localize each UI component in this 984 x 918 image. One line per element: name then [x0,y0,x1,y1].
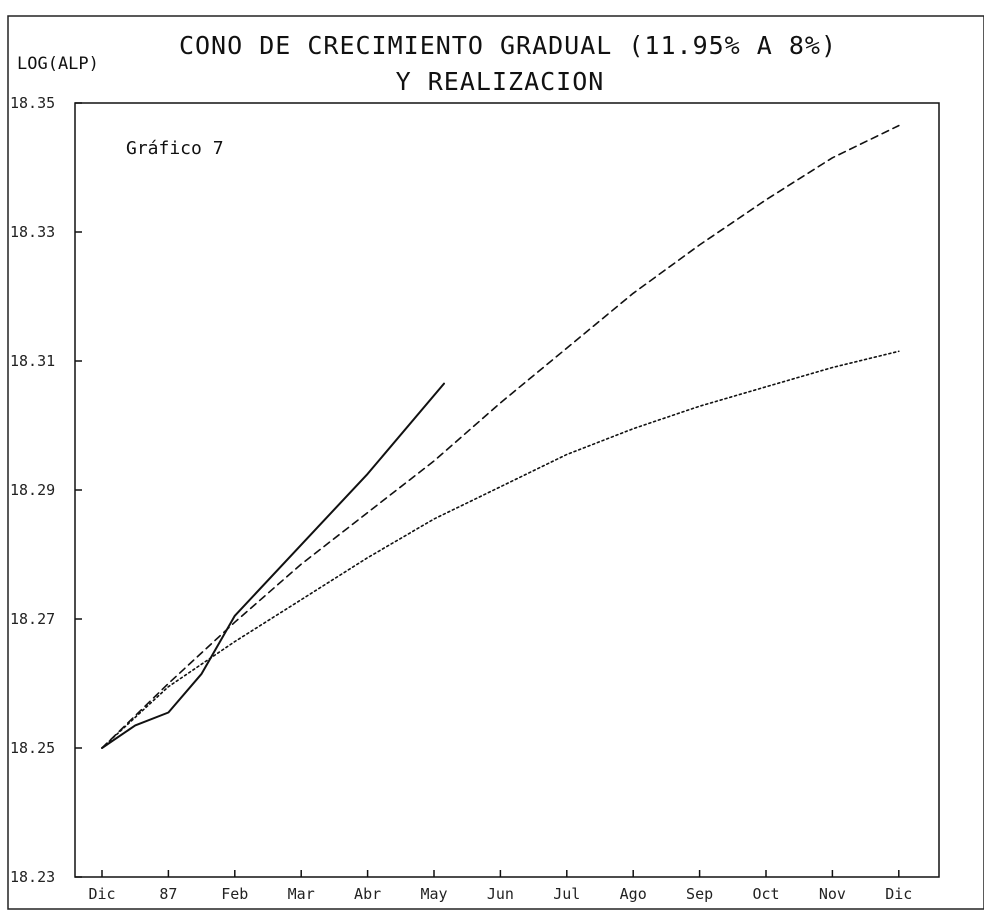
x-tick-label: Abr [354,885,381,903]
x-tick-label: Ago [620,885,647,903]
series-line-dashed [101,124,900,749]
x-tick-label: Feb [221,885,248,903]
x-tick-label: Jul [553,885,580,903]
plot-area [74,102,940,878]
y-tick-label: 18.31 [10,352,55,370]
x-tick-label: May [420,885,447,903]
y-tick-label: 18.25 [10,739,55,757]
x-tick-label: Sep [686,885,713,903]
x-tick-label: 87 [159,885,177,903]
chart-subtitle: Y REALIZACION [396,67,605,96]
y-tick-label: 18.35 [10,94,55,112]
y-axis-label: LOG(ALP) [17,54,99,74]
y-tick-label: 18.29 [10,481,55,499]
chart-annotation: Gráfico 7 [126,138,224,159]
x-tick-label: Dic [885,885,912,903]
outer-frame [7,15,984,910]
x-axis-ticks: Dic 87 Feb Mar Abr May Jun Jul Ago Sep Oct Nov Dic [88,870,912,903]
chart-title: CONO DE CRECIMIENTO GRADUAL (11.95% A 8%… [179,31,837,60]
series-layer [101,124,900,749]
y-axis-ticks: 18.23 18.25 18.27 18.29 18.31 18.33 18.35 [10,94,82,886]
x-tick-label: Nov [819,885,846,903]
x-tick-label: Jun [487,885,514,903]
y-tick-label: 18.27 [10,610,55,628]
y-tick-label: 18.33 [10,223,55,241]
x-tick-label: Mar [288,885,315,903]
y-tick-label: 18.23 [10,868,55,886]
x-tick-label: Oct [752,885,779,903]
series-line-solid [101,382,445,749]
series-line-dotted [101,350,900,749]
x-tick-label: Dic [88,885,115,903]
